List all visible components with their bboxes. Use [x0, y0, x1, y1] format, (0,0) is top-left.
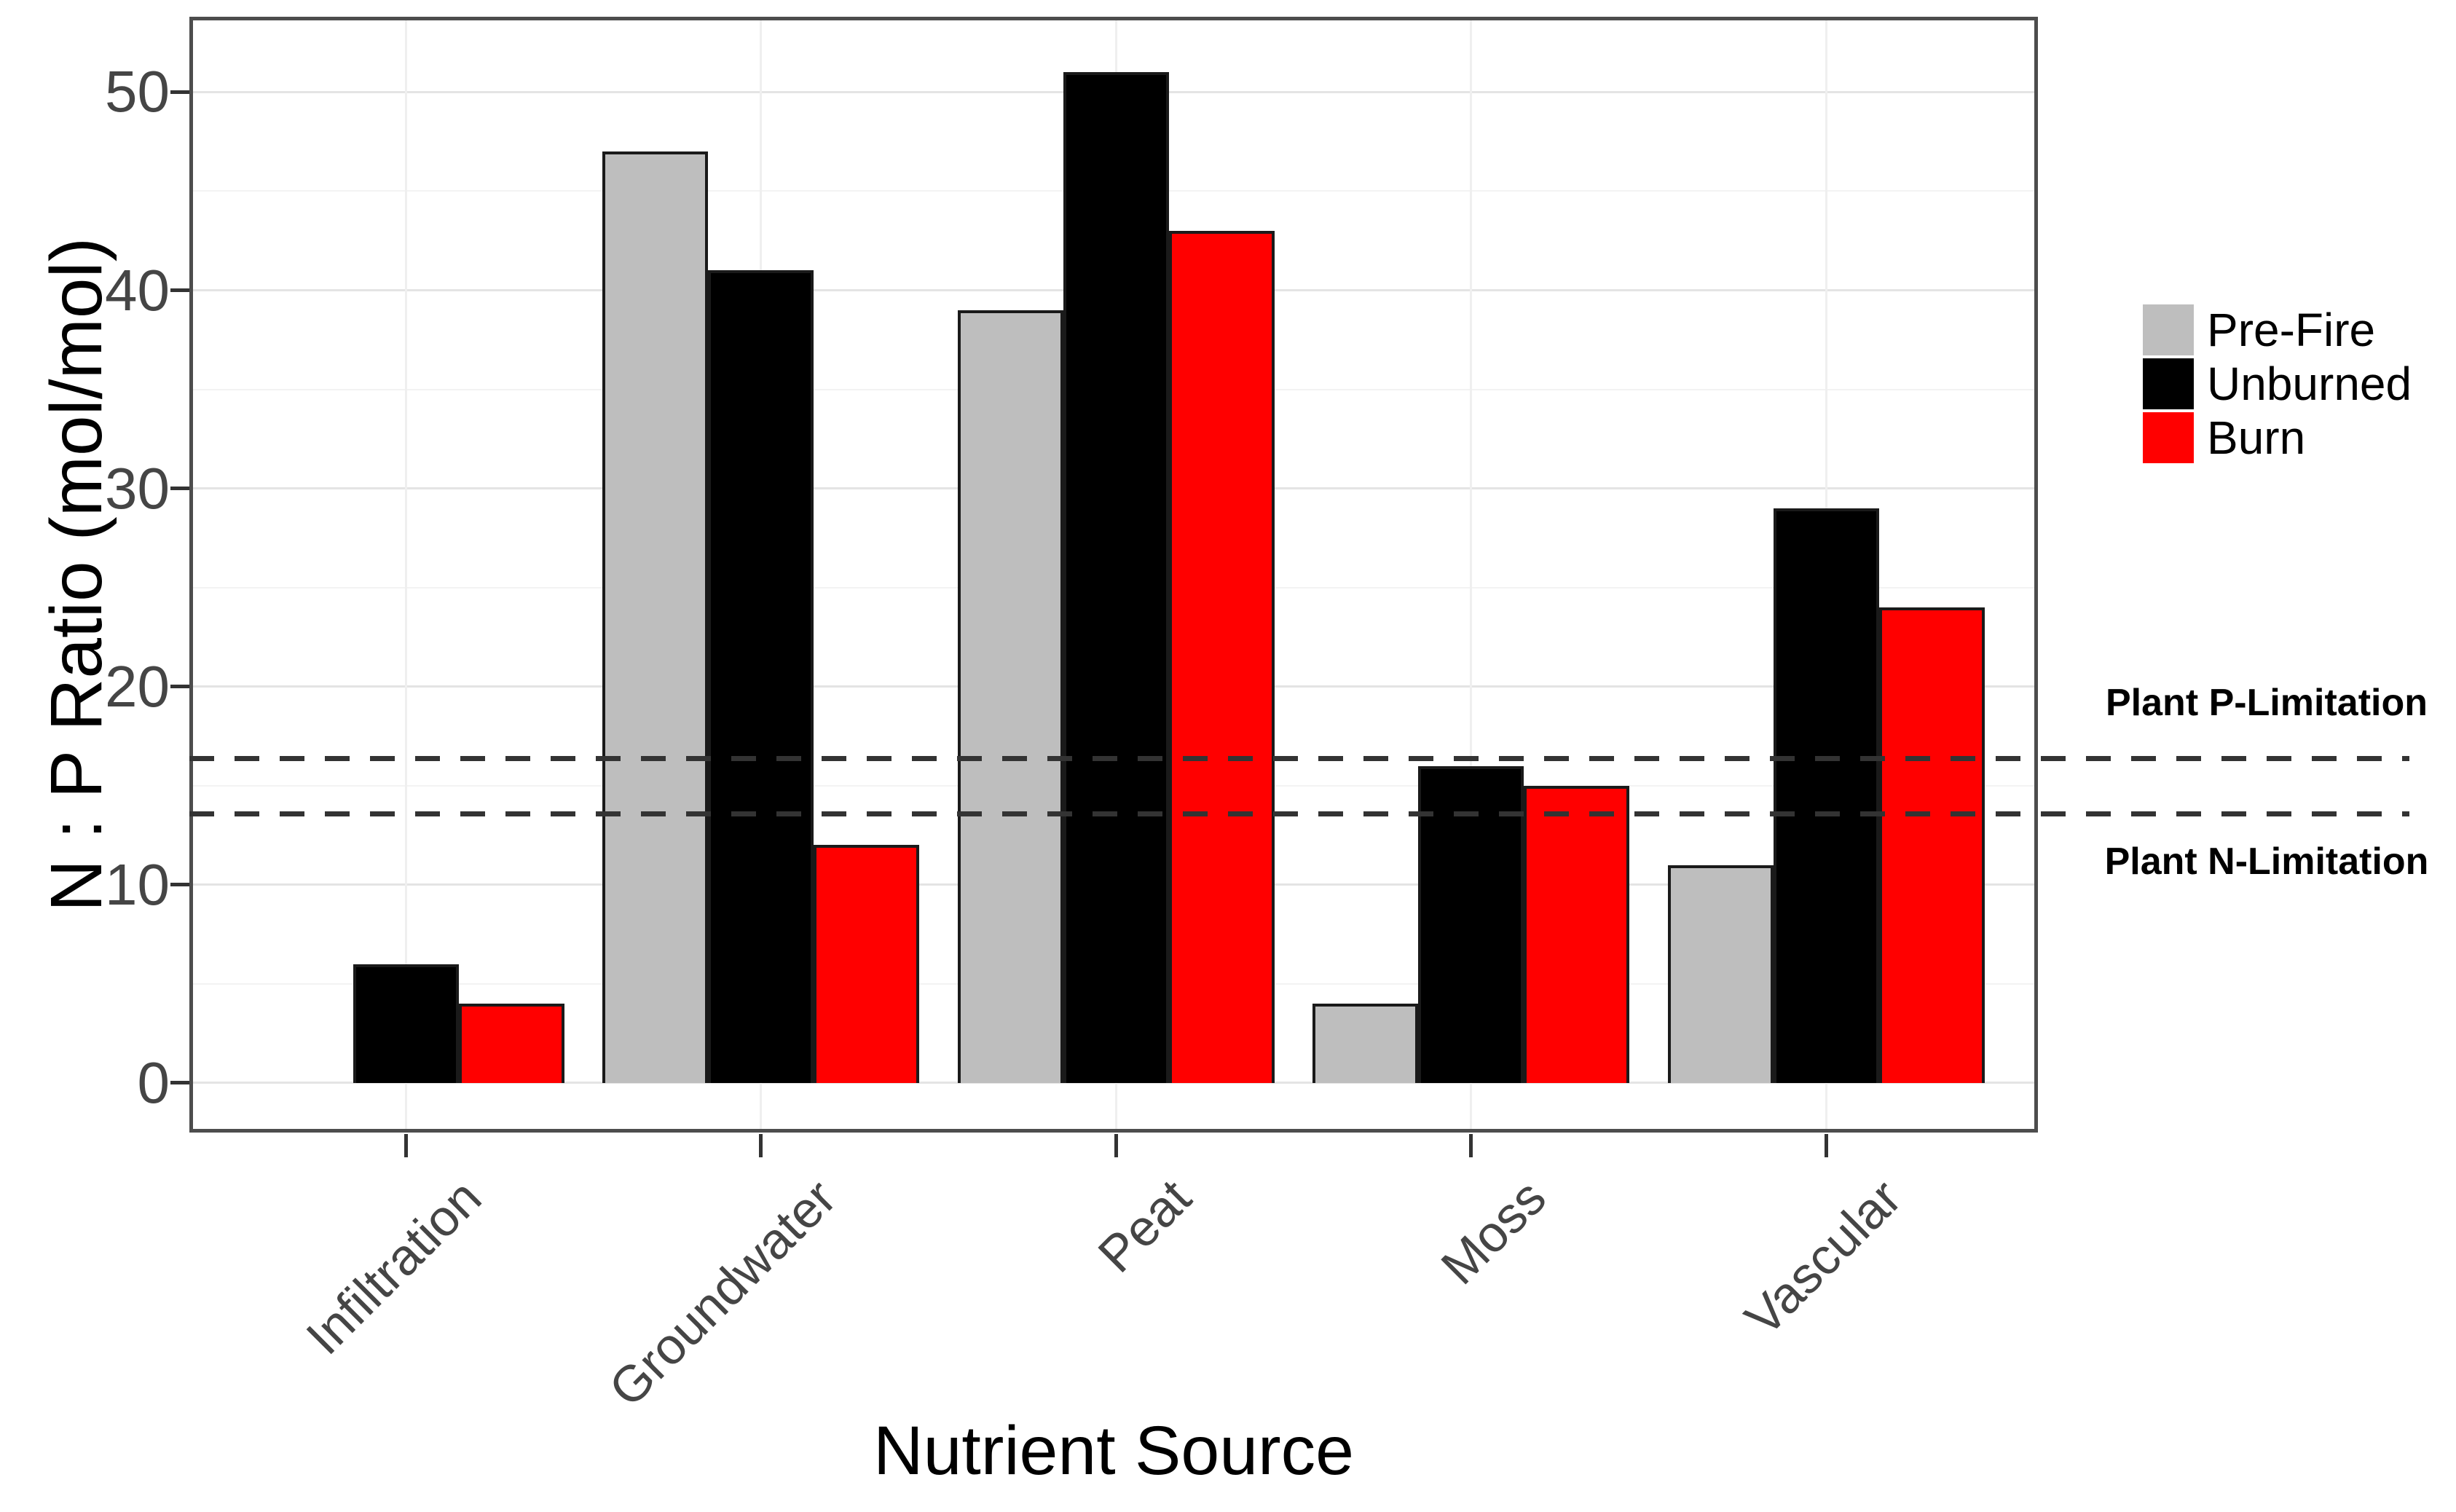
x-tick-label-peat: Peat: [1087, 1168, 1202, 1283]
x-tick-label-groundwater: Groundwater: [598, 1168, 847, 1417]
x-tick-mark-vascular: [1824, 1134, 1828, 1157]
reference-line-plant-p-limitation: [189, 755, 2409, 761]
legend-item-unburned: Unburned: [2143, 358, 2412, 409]
bar-peat-pre-fire: [957, 310, 1063, 1083]
x-tick-mark-peat: [1114, 1134, 1118, 1157]
legend-label-unburned: Unburned: [2207, 358, 2412, 410]
x-tick-mark-infiltration: [404, 1134, 408, 1157]
x-tick-label-moss: Moss: [1430, 1168, 1557, 1296]
y-tick-label-0: 0: [137, 1050, 170, 1115]
legend-swatch-burn: [2143, 412, 2194, 463]
legend: Pre-Fire Unburned Burn: [2143, 304, 2412, 466]
x-axis-title: Nutrient Source: [873, 1412, 1355, 1489]
y-tick-mark-40: [170, 288, 189, 293]
y-axis-title: N : P Ratio (mol/mol): [36, 237, 117, 913]
legend-swatch-unburned: [2143, 358, 2194, 409]
bar-moss-unburned: [1418, 765, 1524, 1083]
bar-groundwater-burn: [814, 845, 919, 1083]
legend-item-burn: Burn: [2143, 412, 2412, 463]
x-tick-mark-groundwater: [759, 1134, 763, 1157]
y-tick-mark-10: [170, 883, 189, 887]
legend-swatch-pre-fire: [2143, 304, 2194, 355]
reference-line-plant-n-limitation: [189, 811, 2409, 816]
x-tick-mark-moss: [1469, 1134, 1473, 1157]
legend-label-pre-fire: Pre-Fire: [2207, 304, 2376, 356]
bar-vascular-unburned: [1773, 508, 1879, 1083]
gridline-category-moss: [1470, 20, 1472, 1129]
bar-vascular-burn: [1878, 607, 1985, 1083]
bar-moss-pre-fire: [1312, 1004, 1418, 1083]
n-limitation-label: Plant N-Limitation: [2104, 840, 2429, 883]
x-tick-label-vascular: Vascular: [1733, 1168, 1912, 1347]
legend-item-pre-fire: Pre-Fire: [2143, 304, 2412, 355]
gridline-category-infiltration: [404, 20, 407, 1129]
y-tick-mark-0: [170, 1081, 189, 1085]
y-tick-mark-30: [170, 487, 189, 491]
p-limitation-label: Plant P-Limitation: [2106, 682, 2428, 724]
y-tick-label-20: 20: [105, 653, 170, 719]
y-tick-label-40: 40: [105, 257, 170, 323]
y-tick-label-50: 50: [105, 59, 170, 125]
bar-groundwater-pre-fire: [602, 151, 708, 1083]
legend-label-burn: Burn: [2207, 412, 2306, 464]
bar-groundwater-unburned: [708, 270, 814, 1083]
x-tick-label-infiltration: Infiltration: [295, 1168, 492, 1366]
bar-peat-unburned: [1063, 72, 1169, 1083]
y-tick-mark-20: [170, 685, 189, 689]
bar-infiltration-burn: [458, 1004, 564, 1083]
y-tick-mark-50: [170, 90, 189, 94]
gridline-major-0: [193, 1082, 2034, 1084]
bar-moss-burn: [1524, 785, 1629, 1083]
bar-infiltration-unburned: [353, 964, 459, 1083]
bar-vascular-pre-fire: [1667, 865, 1774, 1083]
y-tick-label-10: 10: [105, 851, 170, 917]
bar-peat-burn: [1168, 230, 1275, 1083]
y-tick-label-30: 30: [105, 455, 170, 521]
